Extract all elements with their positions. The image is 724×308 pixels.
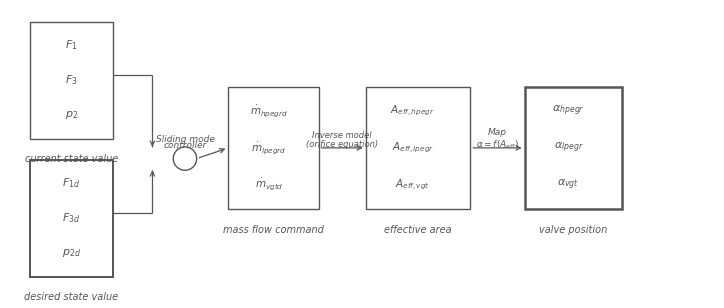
Text: $\dot{m}_{hpegrd}$: $\dot{m}_{hpegrd}$ [250, 103, 288, 119]
Text: (orifice equation): (orifice equation) [306, 140, 378, 149]
Text: controller: controller [164, 141, 206, 150]
Text: mass flow command: mass flow command [223, 225, 324, 234]
Text: valve position: valve position [539, 225, 607, 234]
Text: $\alpha_{vgt}$: $\alpha_{vgt}$ [557, 177, 580, 192]
Text: $\alpha_{hpegr}$: $\alpha_{hpegr}$ [552, 104, 585, 118]
Text: Sliding mode: Sliding mode [156, 135, 214, 144]
Text: $A_{eff,hpegr}$: $A_{eff,hpegr}$ [390, 104, 435, 118]
Text: $F_{1d}$: $F_{1d}$ [62, 176, 80, 190]
Text: $\alpha_{lpegr}$: $\alpha_{lpegr}$ [554, 141, 584, 155]
Text: effective area: effective area [384, 225, 452, 234]
Bar [366, 87, 471, 209]
Bar [525, 87, 622, 209]
Text: Inverse model: Inverse model [312, 131, 372, 140]
Text: $F_{3d}$: $F_{3d}$ [62, 212, 80, 225]
Text: $A_{eff,vgt}$: $A_{eff,vgt}$ [395, 177, 430, 192]
Bar [228, 87, 319, 209]
Bar [30, 160, 113, 277]
Ellipse shape [173, 147, 197, 170]
Text: $F_1$: $F_1$ [65, 38, 77, 52]
Text: current state value: current state value [25, 154, 118, 164]
Text: $\alpha=f(A_{eff})$: $\alpha=f(A_{eff})$ [476, 139, 519, 151]
Text: $A_{eff,lpegr}$: $A_{eff,lpegr}$ [392, 141, 434, 155]
Text: desired state value: desired state value [24, 292, 118, 302]
Text: $\dot{m}_{vgtd}$: $\dot{m}_{vgtd}$ [255, 177, 283, 192]
Text: $F_3$: $F_3$ [65, 74, 77, 87]
Text: $\dot{m}_{lpegrd}$: $\dot{m}_{lpegrd}$ [251, 140, 287, 156]
Text: $p_2$: $p_2$ [64, 109, 77, 121]
Text: $p_{2d}$: $p_{2d}$ [62, 247, 80, 259]
Bar [30, 22, 113, 139]
Text: Map: Map [488, 128, 507, 137]
